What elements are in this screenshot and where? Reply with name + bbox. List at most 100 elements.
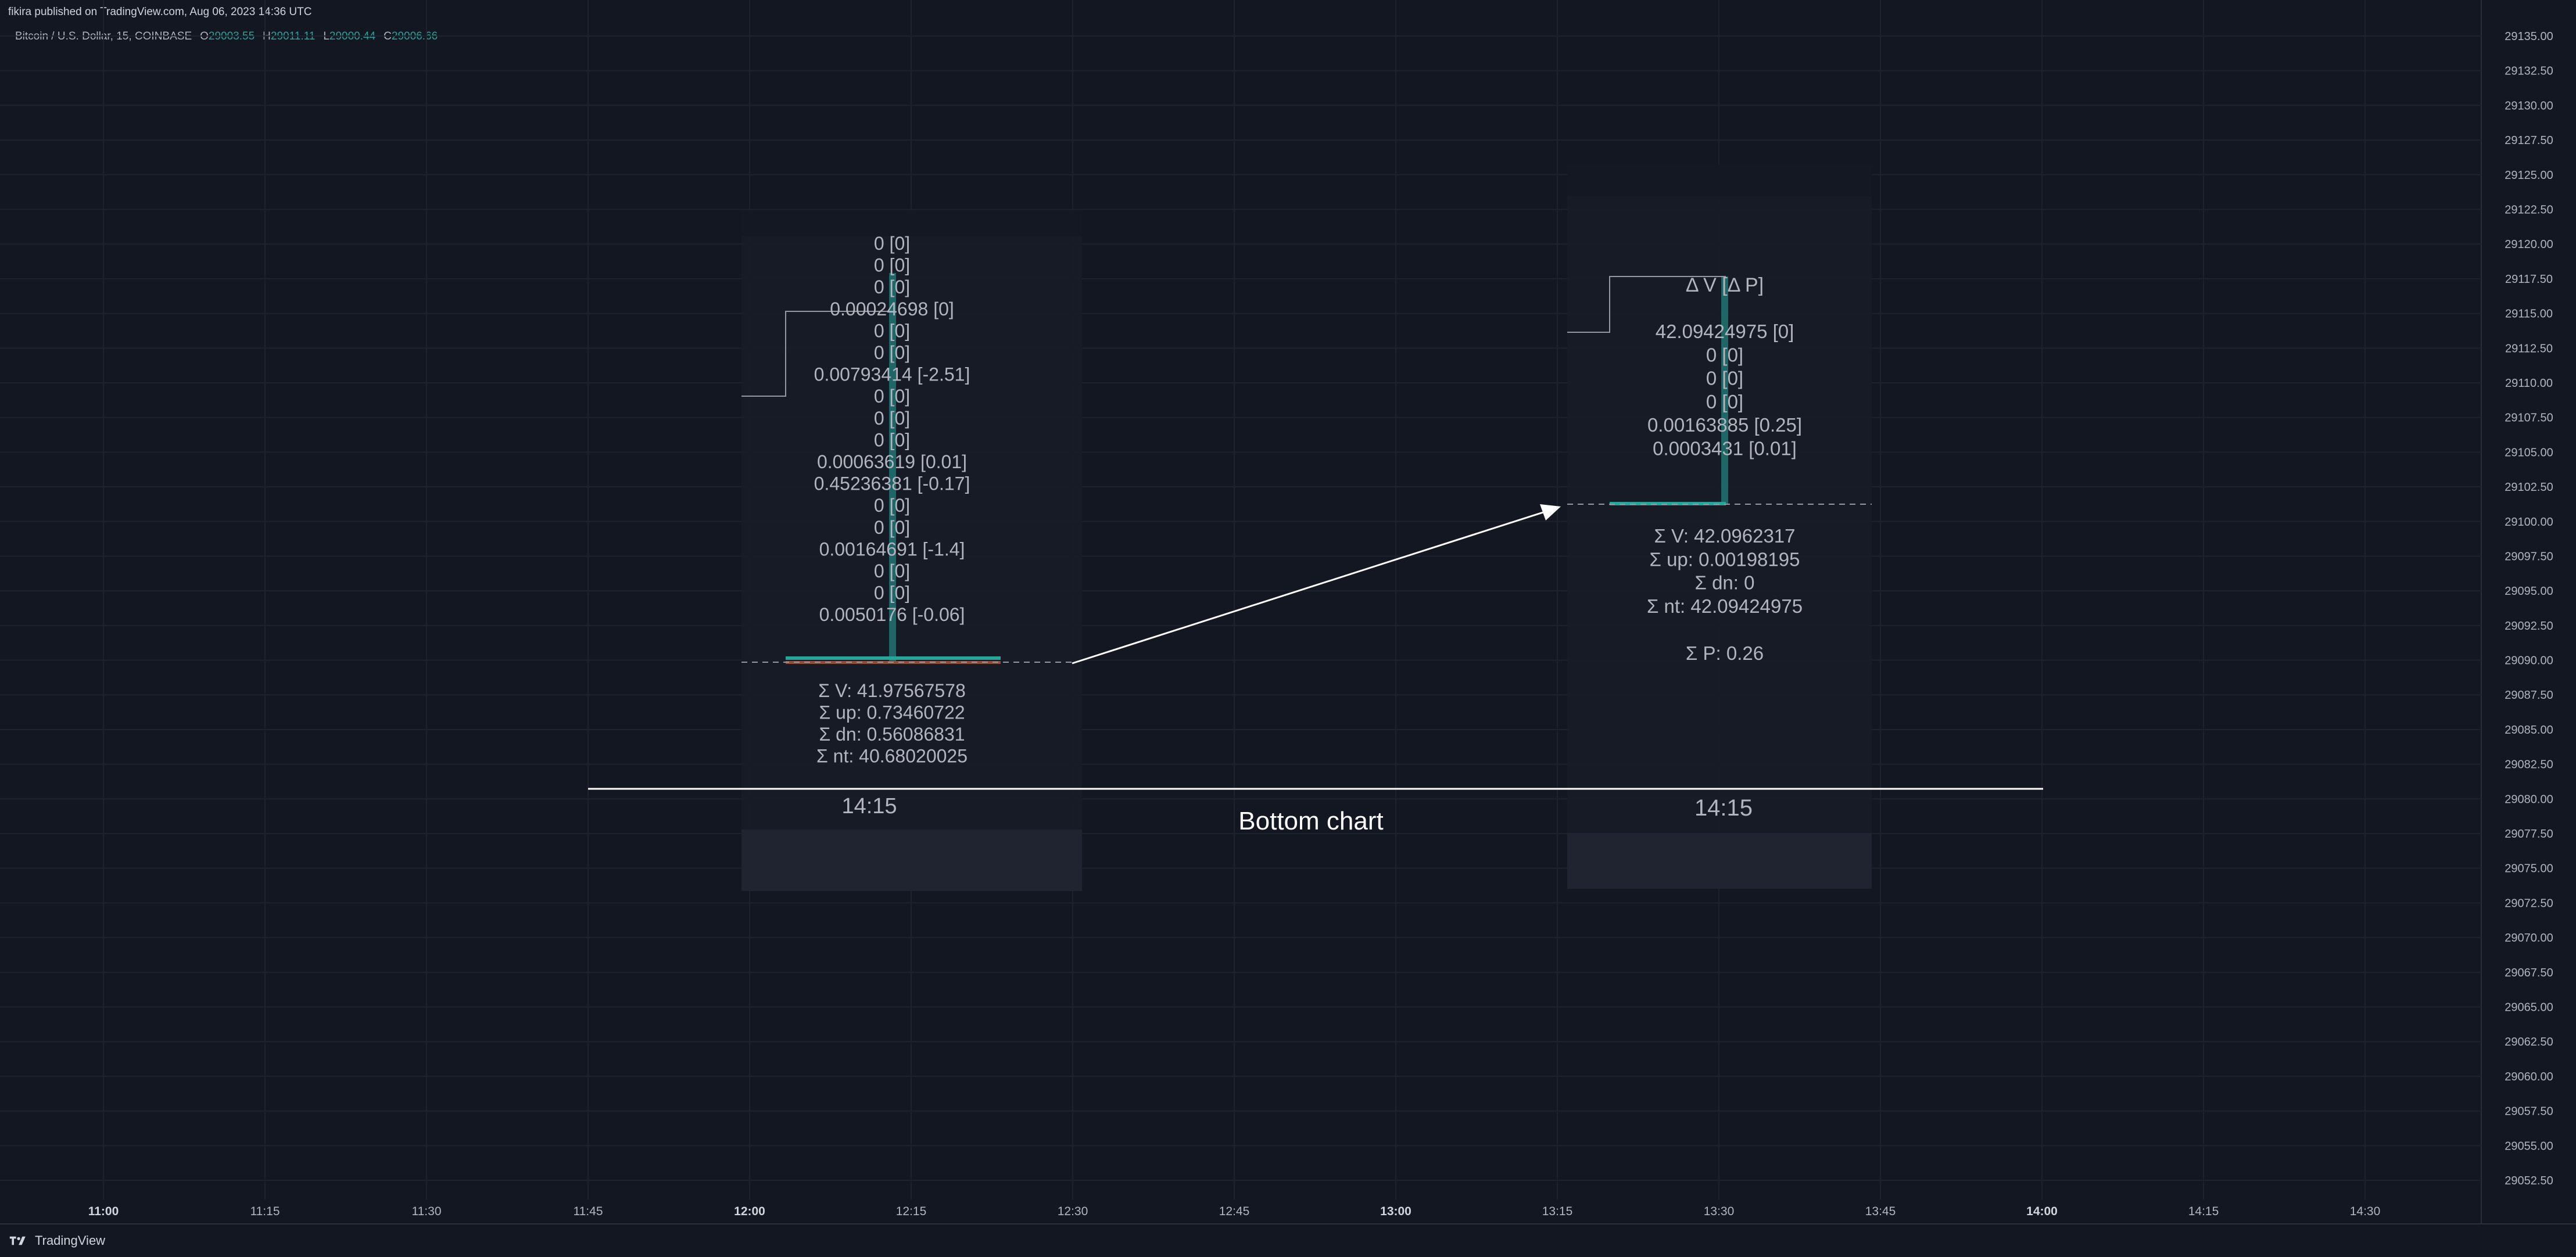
left-summary-row: Σ nt: 40.68020025 [816,746,968,767]
left-delta-row: 0 [0] [874,561,910,581]
time-tick-label: 12:30 [1058,1205,1088,1218]
price-tick-label: 29117.50 [2505,273,2553,286]
left-panel-bg [741,210,1082,891]
price-tick-label: 29132.50 [2505,65,2553,78]
time-tick-label: 11:45 [574,1205,603,1218]
right-summary-row: Σ dn: 0 [1695,572,1755,594]
price-tick-label: 29105.00 [2505,446,2553,459]
right-delta-row: 0.00163885 [0.25] [1647,414,1802,436]
price-tick-label: 29055.00 [2505,1140,2553,1152]
price-tick-label: 29107.50 [2505,412,2553,425]
price-tick-label: 29060.00 [2505,1071,2553,1083]
price-tick-label: 29092.50 [2505,620,2553,633]
price-tick-label: 29077.50 [2505,828,2553,841]
price-tick-label: 29102.50 [2505,481,2553,494]
price-tick-label: 29130.00 [2505,99,2553,112]
left-summary-row: Σ V: 41.97567578 [818,680,965,701]
right-delta-row: 0.0003431 [0.01] [1653,438,1797,459]
time-tick-label: 12:00 [734,1205,765,1218]
right-summary-row: Σ up: 0.00198195 [1650,548,1800,570]
time-tick-label: 11:15 [250,1205,280,1218]
price-tick-label: 29080.00 [2505,793,2553,806]
price-tick-label: 29127.50 [2505,134,2553,147]
right-delta-row: 42.09424975 [0] [1656,321,1794,342]
time-tick-label: 13:00 [1380,1205,1411,1218]
left-delta-row: 0 [0] [874,408,910,429]
left-delta-row: 0 [0] [874,517,910,538]
price-tick-label: 29075.00 [2505,863,2553,875]
time-tick-label: 11:30 [412,1205,442,1218]
price-tick-label: 29067.50 [2505,967,2553,979]
left-delta-row: 0.00024698 [0] [830,299,954,319]
price-tick-label: 29085.00 [2505,724,2553,737]
time-tick-label: 11:00 [88,1205,119,1218]
tradingview-logo-icon [9,1236,26,1245]
price-tick-label: 29070.00 [2505,932,2553,944]
brand-name: TradingView [35,1233,106,1248]
left-summary-row: Σ up: 0.73460722 [819,702,965,723]
time-tick-label: 14:00 [2026,1205,2058,1218]
left-panel-header [741,210,1082,236]
time-tick-label: 13:45 [1865,1205,1896,1218]
right-summary-row: Σ V: 42.0962317 [1654,525,1795,547]
right-delta-row: 0 [0] [1706,391,1743,412]
left-delta-row: 0 [0] [874,276,910,297]
time-tick-label: 14:30 [2350,1205,2381,1218]
published-info: fikira published on TradingView.com, Aug… [8,6,312,18]
price-tick-label: 29095.00 [2505,585,2553,598]
right-summary-row: Σ nt: 42.09424975 [1647,595,1803,617]
right-delta-row: 0 [0] [1706,344,1743,365]
price-tick-label: 29082.50 [2505,759,2553,771]
left-delta-row: 0 [0] [874,233,910,254]
left-delta-row: 0 [0] [874,583,910,604]
time-tick-label: 14:15 [2188,1205,2219,1218]
left-time-label: 14:15 [841,794,897,818]
annotation-bottom-chart-label: Bottom chart [1238,807,1383,835]
time-tick-label: 12:45 [1219,1205,1250,1218]
left-delta-row: 0.00063619 [0.01] [817,451,967,472]
right-panel-bg [1567,165,1872,889]
right-step-line [1567,276,1726,333]
price-tick-label: 29052.50 [2505,1175,2553,1187]
price-tick-label: 29125.00 [2505,169,2553,182]
price-tick-label: 29090.00 [2505,655,2553,667]
chart-plot[interactable]: 29135.00 29132.50 29130.00 29127.50 29125.00… [0,0,2576,1223]
left-delta-row: 0 [0] [874,386,910,407]
price-tick-label: 29120.00 [2505,238,2553,251]
left-summary-row: Σ dn: 0.56086831 [819,724,965,745]
price-tick-label: 29097.50 [2505,550,2553,563]
left-delta-row: 0 [0] [874,495,910,516]
price-tick-label: 29087.50 [2505,689,2553,702]
tradingview-brand[interactable]: TradingView [9,1233,105,1248]
left-delta-row: 0.00164691 [-1.4] [819,538,965,559]
time-tick-label: 12:15 [896,1205,927,1218]
left-delta-row: 0.45236381 [-0.17] [814,473,970,494]
price-tick-label: 29065.00 [2505,1001,2553,1014]
right-time-label: 14:15 [1694,795,1753,821]
left-volume-stem [889,273,896,661]
price-tick-label: 29057.50 [2505,1105,2553,1118]
price-tick-label: 29062.50 [2505,1036,2553,1048]
left-step-line [741,311,895,397]
price-tick-label: 29135.00 [2505,30,2553,43]
price-tick-label: 29100.00 [2505,516,2553,529]
time-tick-label: 13:15 [1542,1205,1573,1218]
time-tick-label: 13:30 [1704,1205,1735,1218]
annotation-arrow-shaft [1072,509,1551,665]
right-panel-header [1567,165,1872,196]
left-delta-row: 0 [0] [874,342,910,363]
right-panel-title: Δ V [Δ P] [1686,274,1764,296]
left-delta-row: 0 [0] [874,320,910,341]
left-delta-row: 0.0050176 [-0.06] [819,604,965,625]
annotation-arrow-head [1540,504,1561,520]
left-volume-bar [786,656,1001,660]
right-p-sum: Σ P: 0.26 [1686,642,1764,664]
right-volume-stem [1721,276,1728,504]
price-tick-label: 29122.50 [2505,203,2553,216]
left-delta-row: 0 [0] [874,429,910,450]
price-tick-label: 29072.50 [2505,897,2553,910]
left-panel-footer [741,829,1082,891]
price-tick-label: 29110.00 [2505,377,2553,390]
right-panel-footer [1567,833,1872,889]
right-delta-row: 0 [0] [1706,368,1743,389]
